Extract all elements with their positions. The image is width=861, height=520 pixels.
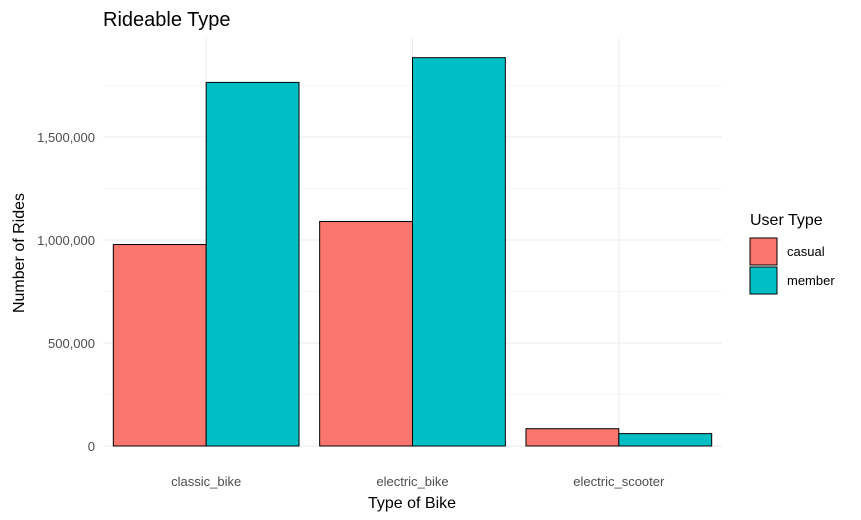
bar-casual-electric_bike (319, 220, 413, 447)
y-tick-label: 0 (88, 439, 95, 454)
bar-member-classic_bike (205, 81, 300, 447)
x-axis-ticks: classic_bike electric_bike electric_scoote… (171, 474, 665, 489)
x-tick-label: classic_bike (171, 474, 241, 489)
y-tick-label: 500,000 (48, 336, 95, 351)
y-tick-label: 1,500,000 (37, 130, 95, 145)
bar-member-electric_bike (412, 57, 506, 447)
bar-casual-electric_scooter (525, 428, 620, 447)
legend-label-member: member (787, 273, 835, 288)
y-axis-ticks: 0 500,000 1,000,000 1,500,000 (37, 130, 95, 454)
legend-swatch-casual (749, 237, 778, 266)
x-tick-label: electric_bike (376, 474, 448, 489)
bar-casual-classic_bike (112, 244, 207, 447)
y-axis-title: Number of Rides (11, 193, 28, 313)
legend: User Type casual member (749, 212, 835, 295)
bar-member-electric_scooter (618, 433, 713, 447)
legend-title: User Type (750, 212, 823, 229)
x-tick-label: electric_scooter (573, 474, 665, 489)
x-axis-title: Type of Bike (368, 495, 456, 512)
legend-swatch-member (749, 266, 778, 295)
bars (112, 57, 713, 447)
chart-title: Rideable Type (103, 9, 231, 31)
y-tick-label: 1,000,000 (37, 233, 95, 248)
legend-label-casual: casual (787, 244, 825, 259)
